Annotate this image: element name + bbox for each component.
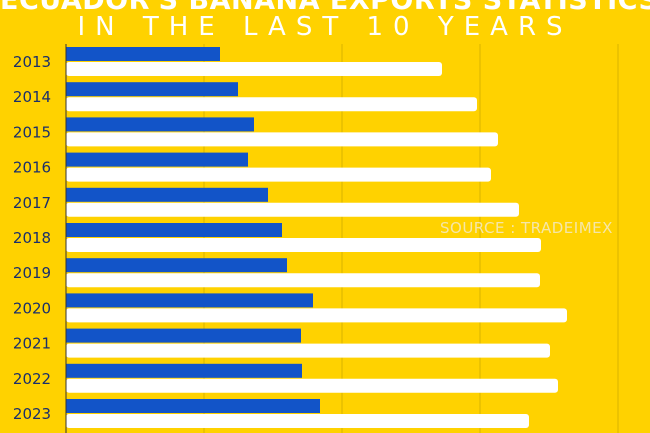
chart-title: ECUADOR'S BANANA EXPORTS STATISTICS [0, 0, 650, 16]
category-label-2020: 2020 [13, 299, 51, 317]
bar-blue-2022 [66, 363, 302, 378]
category-labels: 2013 2014 2015 2016 2017 2018 2019 2020 2021 2022… [13, 53, 51, 423]
bar-white-2023 [66, 414, 529, 428]
bar-white-2017 [66, 202, 519, 217]
source-note: SOURCE : TRADEIMEX [440, 219, 613, 237]
category-label-2018: 2018 [13, 229, 51, 247]
bar-white-2020 [66, 308, 567, 323]
bar-blue-2014 [66, 82, 238, 97]
category-label-2016: 2016 [13, 159, 51, 177]
category-label-2022: 2022 [13, 370, 51, 388]
category-label-2023: 2023 [13, 405, 51, 423]
category-label-2019: 2019 [13, 264, 51, 282]
bar-white-2018 [66, 238, 541, 252]
bars [66, 47, 567, 428]
bar-blue-2018 [66, 223, 282, 237]
bar-blue-2019 [66, 258, 287, 273]
category-label-2015: 2015 [13, 123, 51, 141]
bar-blue-2016 [66, 152, 248, 167]
bar-blue-2015 [66, 117, 254, 132]
category-label-2017: 2017 [13, 194, 51, 212]
bar-white-2014 [66, 97, 477, 112]
category-label-2014: 2014 [13, 88, 51, 106]
category-label-2013: 2013 [13, 53, 51, 71]
bar-blue-2023 [66, 399, 320, 413]
bar-white-2021 [66, 343, 550, 358]
bar-white-2019 [66, 273, 540, 288]
bar-white-2015 [66, 132, 498, 147]
category-label-2021: 2021 [13, 335, 51, 353]
bar-blue-2017 [66, 187, 268, 202]
bar-blue-2013 [66, 47, 220, 61]
chart-subtitle: IN THE LAST 10 YEARS [77, 12, 573, 42]
bar-white-2022 [66, 378, 558, 393]
bar-blue-2020 [66, 293, 313, 308]
bar-white-2016 [66, 167, 491, 182]
bar-white-2013 [66, 62, 442, 76]
bar-blue-2021 [66, 328, 301, 343]
